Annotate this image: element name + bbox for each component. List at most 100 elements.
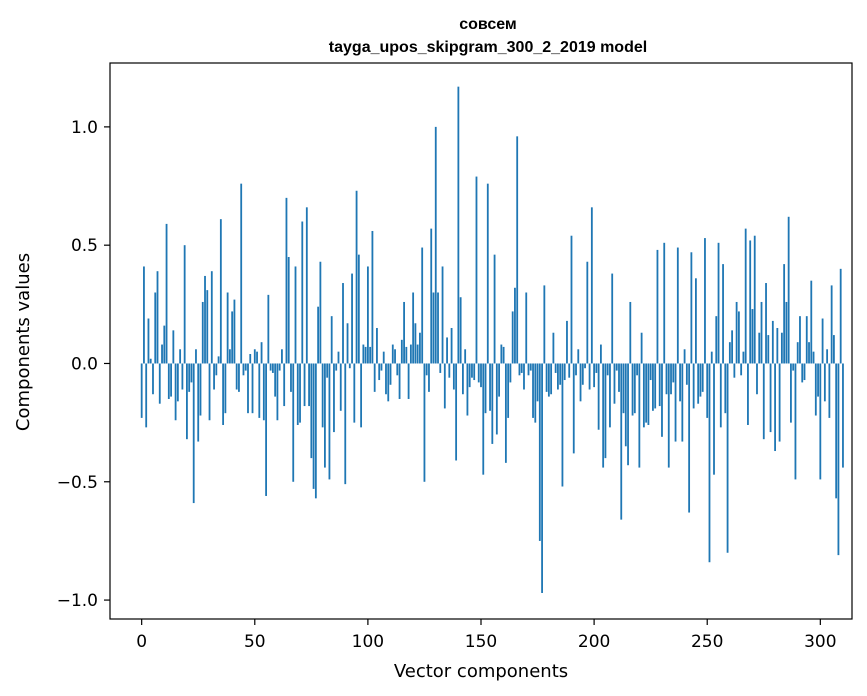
bar-221 [640,332,643,364]
bar-65 [287,257,290,364]
bar-34 [217,356,220,364]
y-tick-label: 0.5 [71,236,98,256]
bar-90 [344,363,347,485]
bar-2 [145,363,148,428]
bar-91 [346,323,349,364]
bar-301 [821,318,824,364]
bar-164 [511,311,514,364]
bar-73 [305,207,308,364]
bar-152 [484,363,487,414]
bar-242 [688,363,691,513]
bar-300 [819,363,822,480]
bar-278 [769,363,772,433]
bar-173 [532,363,534,418]
bar-209 [613,363,616,404]
bar-307 [835,363,838,499]
bar-291 [799,316,801,364]
y-tick-label: −1.0 [57,591,98,611]
bar-51 [256,351,258,364]
x-tick-label: 0 [136,632,147,652]
bar-99 [364,346,367,364]
bar-24 [195,349,197,364]
bar-166 [516,136,519,364]
bar-54 [262,363,265,421]
bar-60 [276,363,279,421]
bar-161 [504,363,507,463]
bar-299 [817,363,819,397]
bar-11 [165,223,168,364]
bar-188 [566,320,568,364]
bar-118 [407,363,410,399]
bar-292 [801,363,804,383]
bar-95 [355,190,358,364]
bar-213 [622,363,625,414]
bar-7 [156,271,159,364]
bar-222 [642,363,645,428]
bar-112 [394,349,396,364]
bar-149 [477,363,480,383]
bar-87 [337,351,340,364]
bar-45 [242,363,245,376]
bar-153 [486,183,489,364]
bar-61 [278,363,281,371]
bar-19 [183,245,186,364]
bar-129 [432,292,435,364]
bar-223 [645,363,648,423]
bar-135 [446,337,448,364]
bar-252 [710,351,713,364]
bar-308 [837,363,840,556]
bar-230 [661,363,663,437]
bar-31 [210,271,213,364]
bar-137 [450,327,453,364]
bar-132 [439,363,442,373]
bar-113 [396,363,399,376]
bar-283 [780,332,783,364]
bar-289 [794,363,797,480]
bar-195 [581,363,584,385]
bar-13 [170,363,172,397]
bar-4 [149,358,152,364]
bar-6 [154,292,157,364]
bar-98 [362,344,365,364]
bar-120 [412,292,415,364]
bar-176 [538,363,541,541]
bar-144 [466,363,469,416]
bar-294 [805,316,808,364]
bar-109 [387,363,390,402]
bar-151 [482,363,485,475]
bar-25 [197,363,200,442]
bar-1 [143,266,145,364]
bar-236 [674,363,677,442]
bar-197 [586,261,589,364]
bar-64 [285,197,288,364]
bar-239 [681,363,684,442]
bar-71 [301,221,304,364]
bar-270 [751,309,754,364]
bar-89 [342,283,344,364]
bar-114 [398,363,401,399]
bar-78 [317,306,320,364]
chart-title-line2: tayga_upos_skipgram_300_2_2019 model [329,39,647,56]
bar-253 [713,363,715,475]
bar-296 [810,280,813,364]
bar-158 [498,363,500,397]
bar-136 [448,363,451,378]
bar-259 [726,363,729,553]
bar-70 [299,363,301,423]
bar-86 [335,363,338,371]
bar-39 [228,349,231,364]
bar-247 [699,363,702,397]
ticks-group: 0 50 100 150 200 250 300 −1.0 −0.5 0.0 0.5 1.0 [57,118,837,652]
bar-214 [624,363,627,447]
bar-139 [455,363,458,461]
bar-210 [615,363,618,371]
bar-62 [281,349,283,364]
bar-183 [554,363,557,373]
bar-148 [475,176,478,364]
bar-293 [803,363,806,381]
y-tick-label: 0.0 [71,354,98,374]
bar-133 [441,266,444,364]
bar-202 [597,363,600,430]
bar-35 [219,219,222,364]
bar-180 [547,363,550,397]
